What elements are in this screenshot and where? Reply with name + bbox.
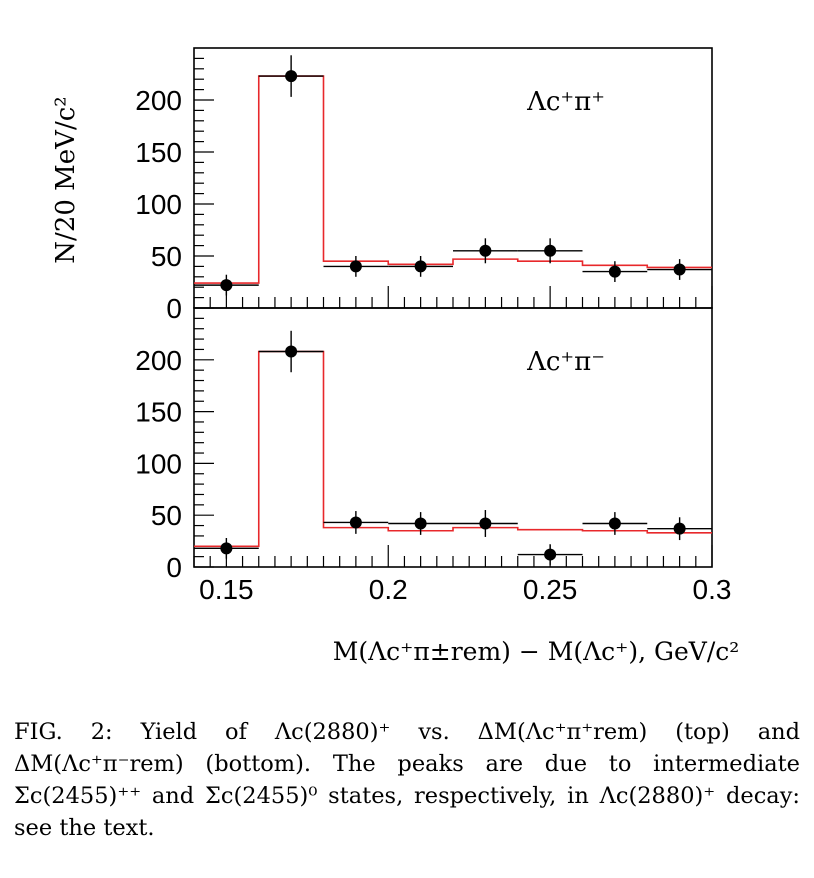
data-point xyxy=(414,260,427,273)
fit-histogram-line xyxy=(194,350,712,548)
plot-frame xyxy=(193,47,713,309)
y-tick-label: 0 xyxy=(166,552,182,583)
y-tick-label: 200 xyxy=(135,85,182,116)
fit-histogram-line xyxy=(194,75,712,284)
y-tick-label: 150 xyxy=(135,137,182,168)
data-point xyxy=(349,516,362,529)
x-tick-label: 0.15 xyxy=(199,574,254,605)
data-point xyxy=(349,260,362,273)
panel-label: Λc⁺π⁻ xyxy=(526,347,605,377)
figure-caption: FIG. 2: Yield of Λc(2880)⁺ vs. ΔM(Λc⁺π⁺r… xyxy=(14,716,800,844)
y-tick-label: 50 xyxy=(151,241,182,272)
x-axis-label: M(Λc⁺π±rem) − M(Λc⁺), GeV/c² xyxy=(333,637,740,666)
x-tick-label: 0.25 xyxy=(523,574,578,605)
caption-text: FIG. 2: Yield of Λc(2880)⁺ vs. ΔM(Λc⁺π⁺r… xyxy=(14,719,800,841)
data-point xyxy=(479,517,492,530)
bottom-panel: 0 50 100 150 200 0.15 0.2 0.25 0.3 Λc⁺π⁻ xyxy=(135,307,732,605)
data-point xyxy=(220,279,233,292)
y-tick-label: 0 xyxy=(166,293,182,324)
data-point xyxy=(608,265,621,278)
data-point xyxy=(285,70,298,83)
x-tick-label: 0.2 xyxy=(369,574,408,605)
data-point xyxy=(544,244,557,257)
data-point xyxy=(673,263,686,276)
data-point xyxy=(414,517,427,530)
data-point xyxy=(479,244,492,257)
y-tick-label: 150 xyxy=(135,397,182,428)
data-point xyxy=(285,345,298,358)
y-axis-label: N/20 MeV/c² xyxy=(51,96,81,263)
data-point xyxy=(608,517,621,530)
y-tick-label: 100 xyxy=(135,448,182,479)
x-tick-label: 0.3 xyxy=(693,574,732,605)
figure: 0 50 100 150 200 Λc⁺π⁺ 0 50 100 150 200 0.15 0.2 0.2… xyxy=(51,47,740,666)
y-tick-label: 100 xyxy=(135,189,182,220)
y-tick-label: 50 xyxy=(151,500,182,531)
y-tick-label: 200 xyxy=(135,345,182,376)
data-point xyxy=(673,522,686,535)
data-point xyxy=(544,548,557,561)
top-panel: 0 50 100 150 200 Λc⁺π⁺ xyxy=(135,47,713,324)
data-point xyxy=(220,542,233,555)
panel-label: Λc⁺π⁺ xyxy=(526,87,605,117)
